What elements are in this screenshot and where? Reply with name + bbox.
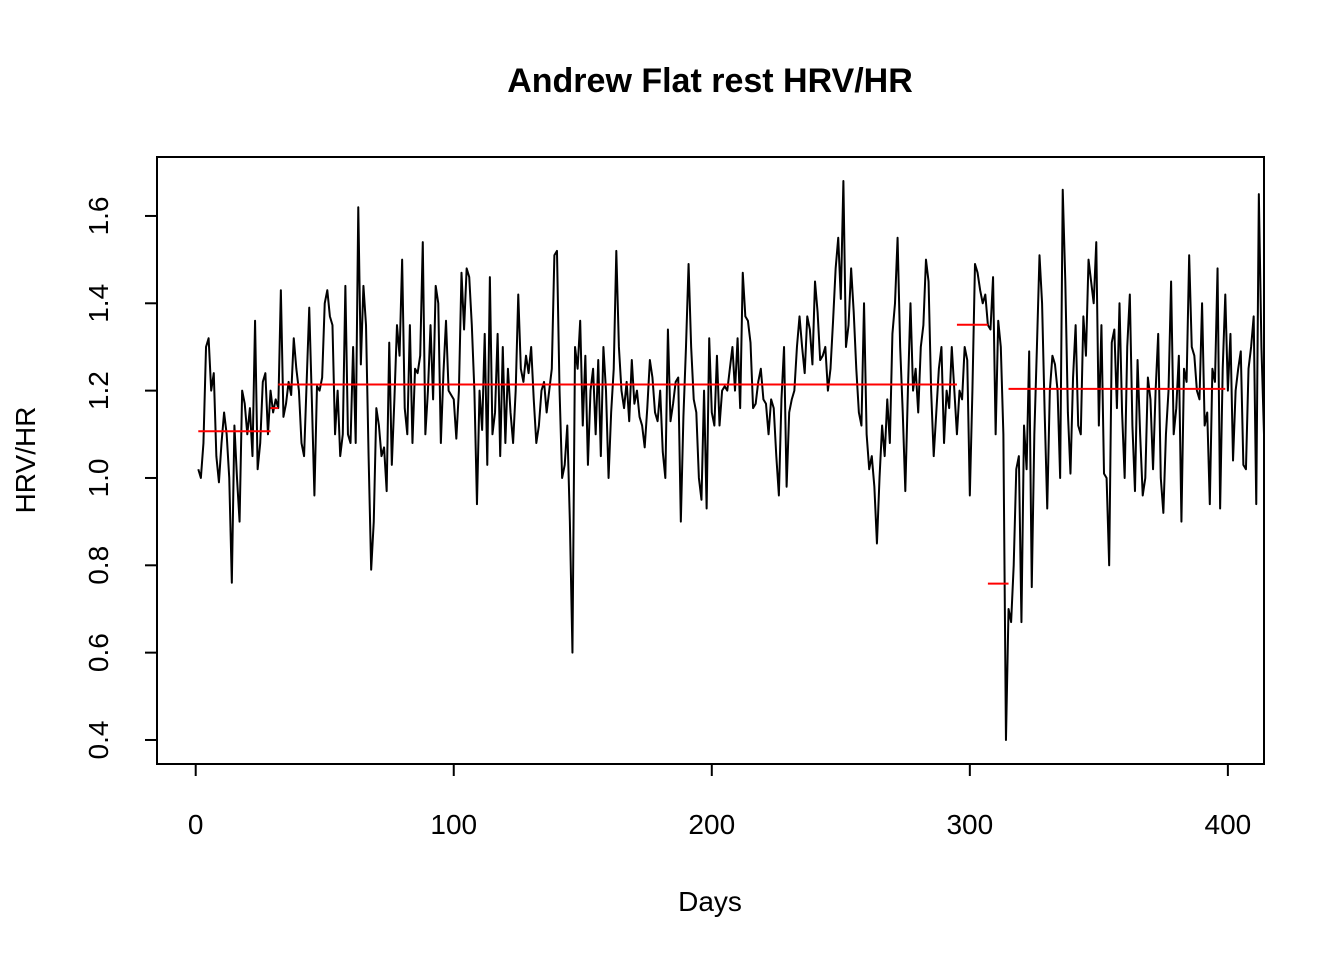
x-tick-label: 300 — [946, 809, 993, 840]
x-tick-label: 0 — [188, 809, 204, 840]
x-tick-label: 400 — [1205, 809, 1252, 840]
x-tick-label: 100 — [430, 809, 477, 840]
series-line — [197, 180, 1265, 741]
segment-means-layer — [198, 323, 1226, 585]
x-tick-label: 200 — [688, 809, 735, 840]
y-tick-label: 1.0 — [83, 458, 114, 497]
plot-frame — [156, 156, 1265, 765]
x-axis-label: Days — [678, 886, 742, 917]
y-axis: 0.4 0.6 0.8 1.0 1.2 1.4 1.6 — [83, 196, 158, 760]
chart-title: Andrew Flat rest HRV/HR — [507, 62, 913, 100]
y-tick-label: 0.8 — [83, 546, 114, 585]
y-tick-label: 0.4 — [83, 721, 114, 760]
series-layer — [197, 180, 1265, 741]
y-tick-label: 0.6 — [83, 633, 114, 672]
y-tick-label: 1.6 — [83, 196, 114, 235]
y-axis-label: HRV/HR — [10, 407, 41, 514]
y-tick-label: 1.4 — [83, 284, 114, 323]
x-axis: 0 100 200 300 400 — [188, 763, 1252, 840]
y-tick-label: 1.2 — [83, 371, 114, 410]
